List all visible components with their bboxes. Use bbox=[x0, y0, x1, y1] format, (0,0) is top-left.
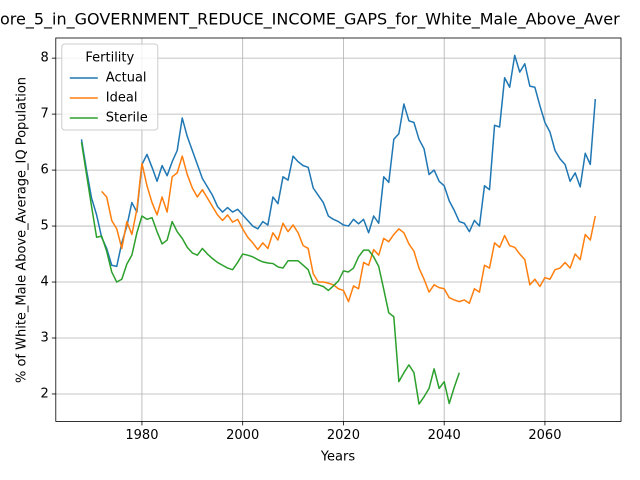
x-axis-label: Years bbox=[320, 450, 356, 465]
legend-label: Actual bbox=[106, 71, 147, 86]
y-tick-label: 6 bbox=[41, 163, 49, 178]
x-tick-label: 2020 bbox=[327, 428, 360, 443]
chart-title: ore_5_in_GOVERNMENT_REDUCE_INCOME_GAPS_f… bbox=[0, 10, 620, 30]
y-tick-label: 3 bbox=[41, 331, 49, 346]
x-tick-label: 2040 bbox=[428, 428, 461, 443]
series-line bbox=[80, 54, 597, 268]
plot-frame bbox=[55, 37, 622, 422]
legend-label: Sterile bbox=[106, 111, 148, 126]
legend-box bbox=[61, 43, 159, 131]
legend-title: Fertility bbox=[85, 51, 134, 66]
x-tick-label: 2060 bbox=[528, 428, 561, 443]
legend-label: Ideal bbox=[106, 91, 138, 106]
x-tick-label: 2000 bbox=[226, 428, 259, 443]
y-tick-label: 7 bbox=[41, 107, 49, 122]
y-tick-label: 8 bbox=[41, 51, 49, 66]
y-tick-label: 5 bbox=[41, 219, 49, 234]
y-tick-label: 4 bbox=[41, 275, 49, 290]
series-line bbox=[101, 155, 597, 305]
y-axis-label: % of White_Male Above_Average_IQ Populat… bbox=[15, 77, 30, 383]
x-tick-label: 1980 bbox=[125, 428, 158, 443]
series-line bbox=[80, 141, 461, 405]
y-tick-label: 2 bbox=[41, 386, 49, 401]
